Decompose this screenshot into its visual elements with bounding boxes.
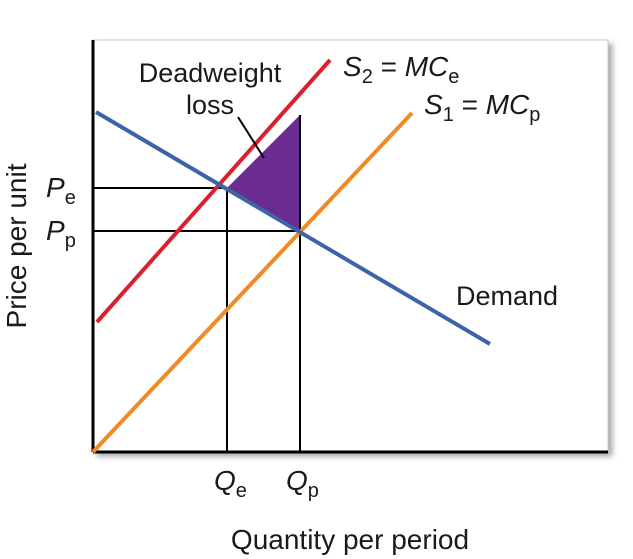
demand-label: Demand: [456, 281, 558, 311]
supply-private-label: S1 = MCp: [424, 89, 540, 126]
supply-external-label: S2 = MCe: [343, 51, 459, 88]
x-axis-title: Quantity per period: [231, 524, 469, 555]
demand-curve: [94, 110, 492, 346]
plot-area: [92, 39, 609, 453]
deadweight-loss-area: [227, 115, 300, 231]
price-tick-pe: Pe: [46, 172, 76, 209]
y-axis-title: Price per unit: [1, 163, 32, 328]
quantity-tick-qe: Qe: [214, 465, 247, 502]
deadweight-label-line2: loss: [186, 90, 234, 120]
deadweight-pointer: [237, 116, 265, 159]
price-tick-pp: Pp: [46, 215, 76, 252]
quantity-tick-qp: Qp: [286, 465, 319, 502]
deadweight-label-line1: Deadweight: [139, 58, 282, 88]
supply-mc-external-curve: [95, 58, 332, 324]
supply-mc-private-curve: [91, 111, 414, 454]
